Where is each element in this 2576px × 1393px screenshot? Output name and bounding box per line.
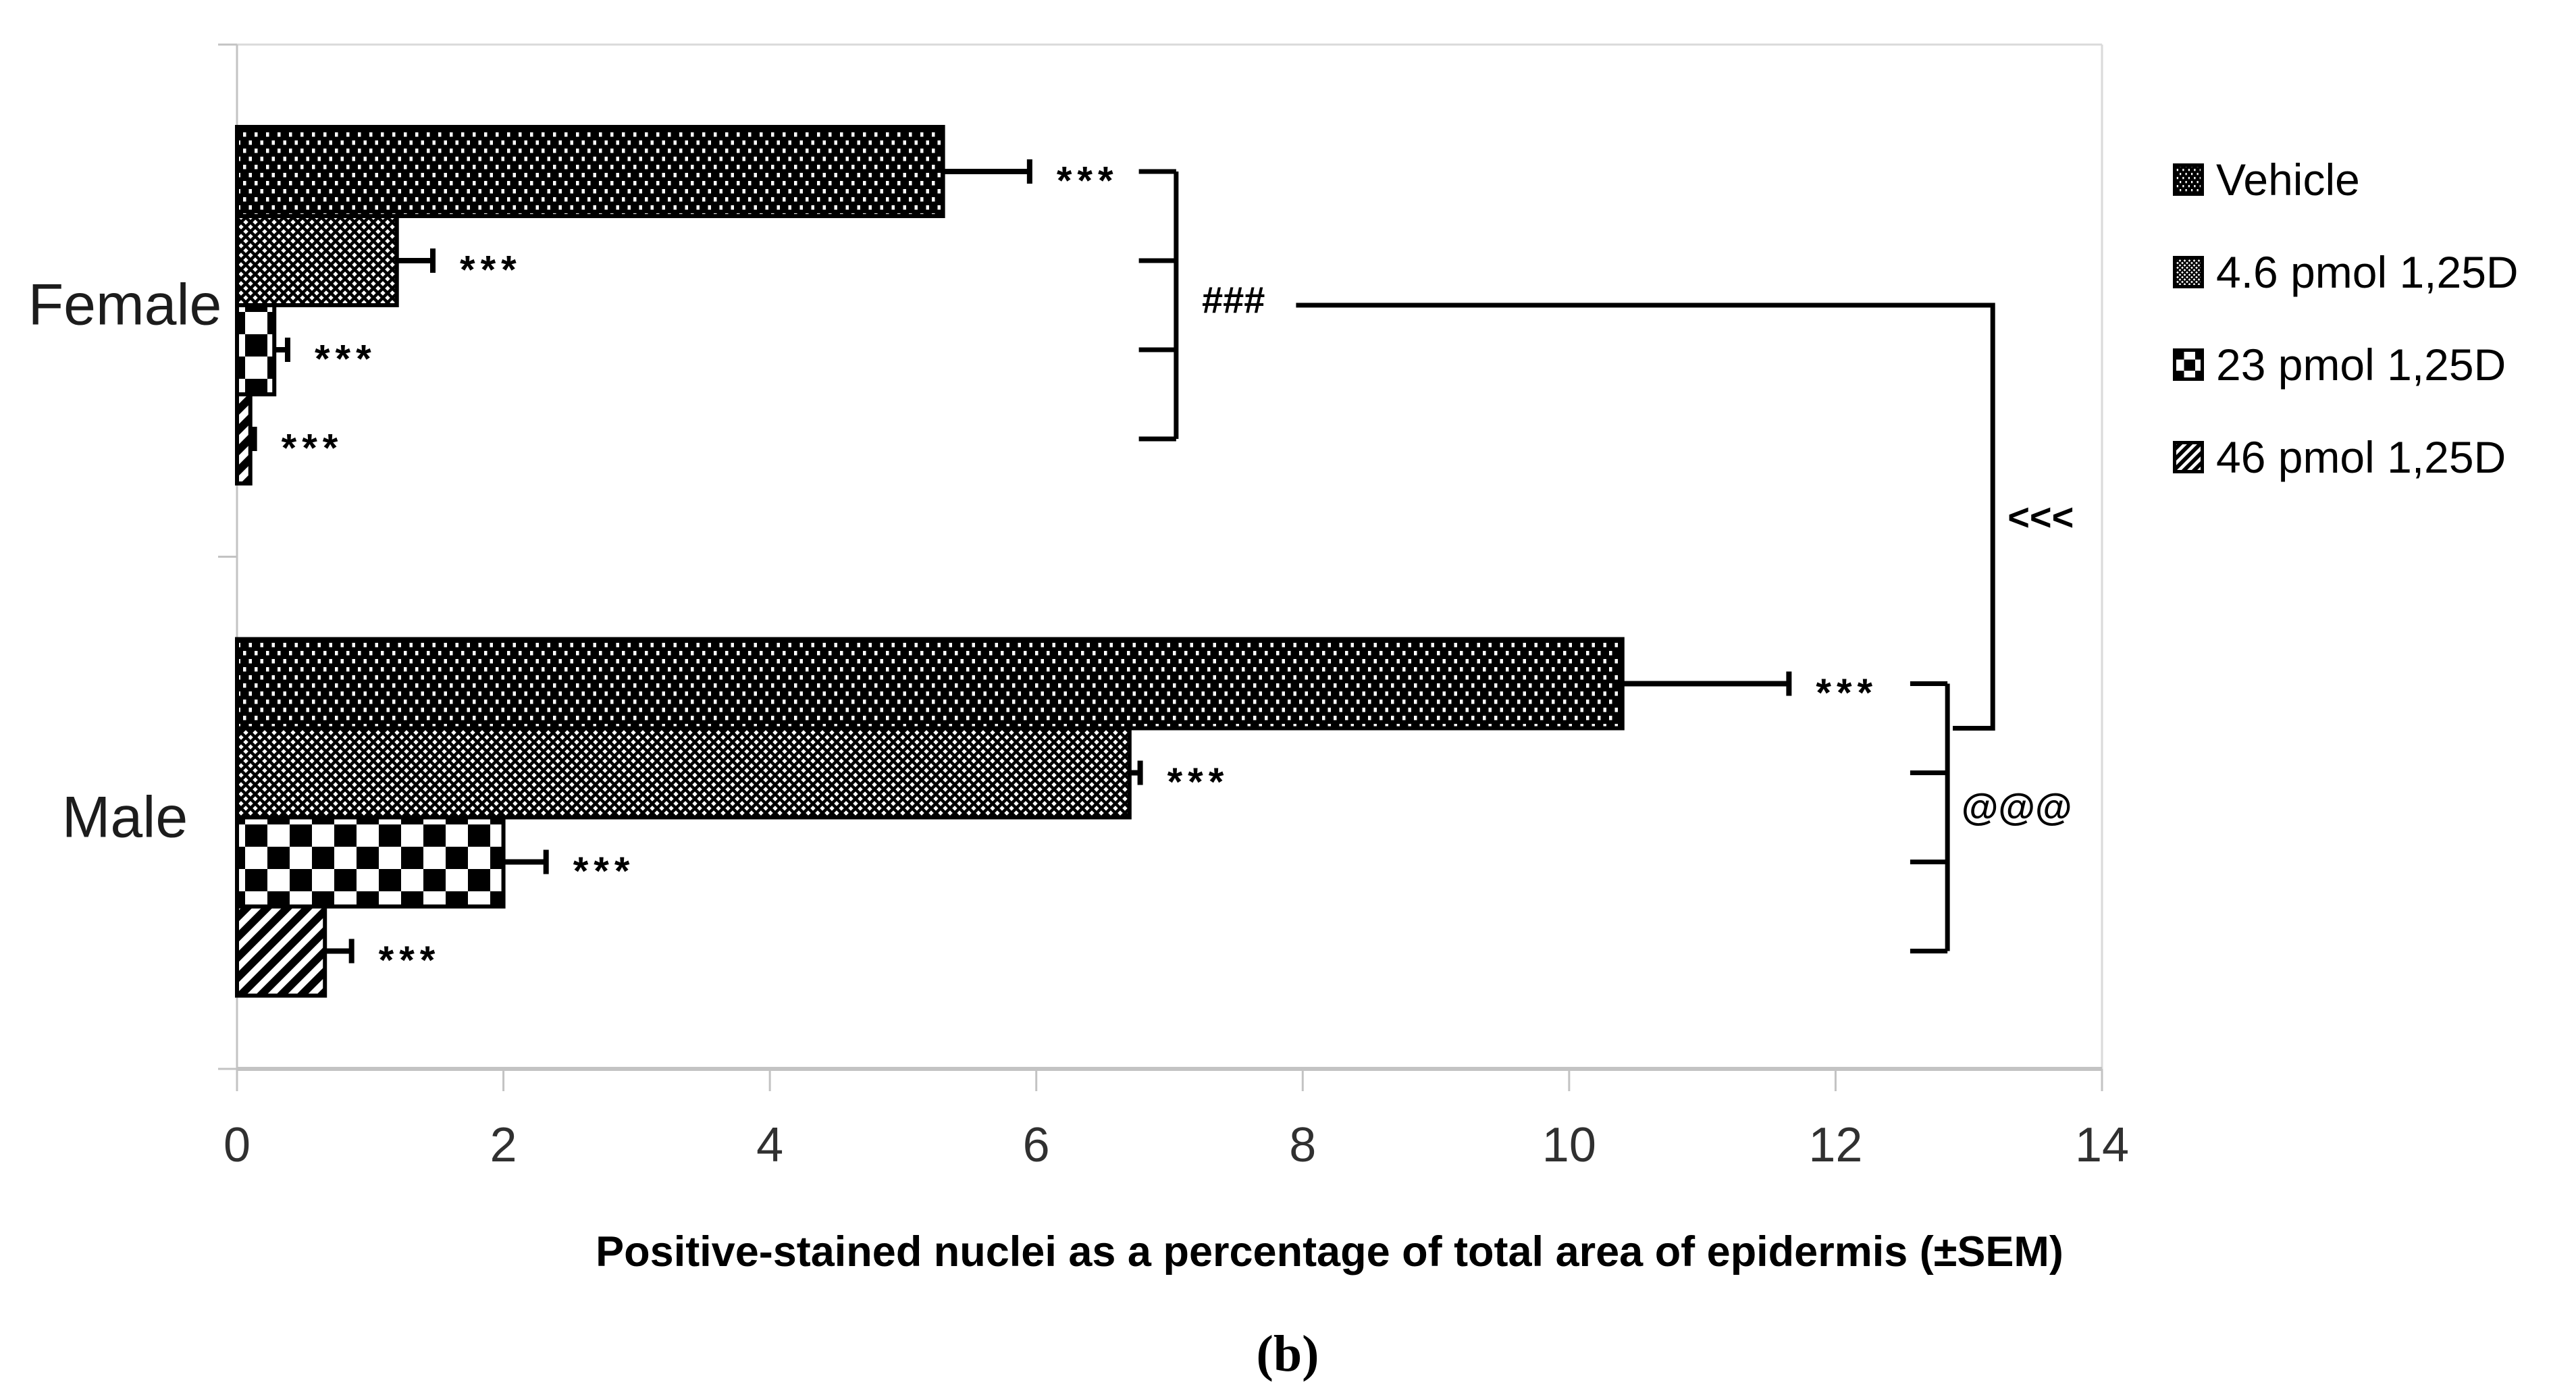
x-tick-label: 10 (1542, 1118, 1596, 1172)
x-tick-label: 12 (1808, 1118, 1863, 1172)
bar-female-1 (235, 214, 399, 307)
significance-stars: *** (282, 427, 344, 471)
bar-male-1 (235, 726, 1132, 820)
legend-item-4-6-pmol: 4.6 pmol 1,25D (2173, 246, 2519, 298)
bar-male-3 (235, 904, 327, 998)
significance-stars: *** (1057, 159, 1119, 203)
legend-swatch-vehicle-icon (2173, 163, 2204, 196)
figure-caption: (b) (1256, 1325, 1319, 1382)
bar-female-3 (235, 392, 253, 485)
legend-swatch-checker-icon (2173, 348, 2204, 381)
x-tick-label: 6 (1022, 1118, 1050, 1172)
legend-item-vehicle: Vehicle (2173, 154, 2360, 205)
legend-swatch-diagonal-icon (2173, 441, 2204, 473)
connector-line (1296, 303, 1995, 731)
legend-label: Vehicle (2216, 155, 2360, 205)
legend-label: 23 pmol 1,25D (2216, 340, 2506, 390)
bar-female-2 (235, 303, 277, 396)
significance-stars: *** (573, 849, 635, 893)
category-label-female: Female (28, 272, 222, 338)
x-tick-label: 2 (490, 1118, 517, 1172)
significance-stars: *** (1167, 760, 1230, 804)
bracket-label: @@@ (1962, 785, 2072, 828)
x-tick-label: 0 (223, 1118, 251, 1172)
significance-stars: *** (1816, 671, 1878, 715)
category-label-male: Male (61, 785, 188, 849)
significance-stars: *** (379, 939, 441, 982)
x-tick-label: 14 (2074, 1118, 2130, 1172)
connector-label: <<< (2007, 496, 2074, 538)
bar-male-0 (235, 637, 1625, 731)
x-tick-label: 4 (756, 1118, 784, 1172)
significance-stars: *** (460, 248, 522, 292)
x-tick-label: 8 (1289, 1118, 1317, 1172)
bar-female-0 (235, 125, 945, 218)
legend-swatch-crosshatch-icon (2173, 256, 2204, 288)
bar-male-2 (235, 815, 506, 909)
legend-label: 46 pmol 1,25D (2216, 432, 2506, 482)
legend-item-46-pmol: 46 pmol 1,25D (2173, 431, 2506, 483)
legend-label: 4.6 pmol 1,25D (2216, 247, 2519, 297)
bracket-label: ### (1202, 279, 1265, 321)
significance-stars: *** (315, 338, 377, 382)
legend-item-23-pmol: 23 pmol 1,25D (2173, 339, 2506, 390)
x-axis-title: Positive-stained nuclei as a percentage … (596, 1228, 2064, 1276)
